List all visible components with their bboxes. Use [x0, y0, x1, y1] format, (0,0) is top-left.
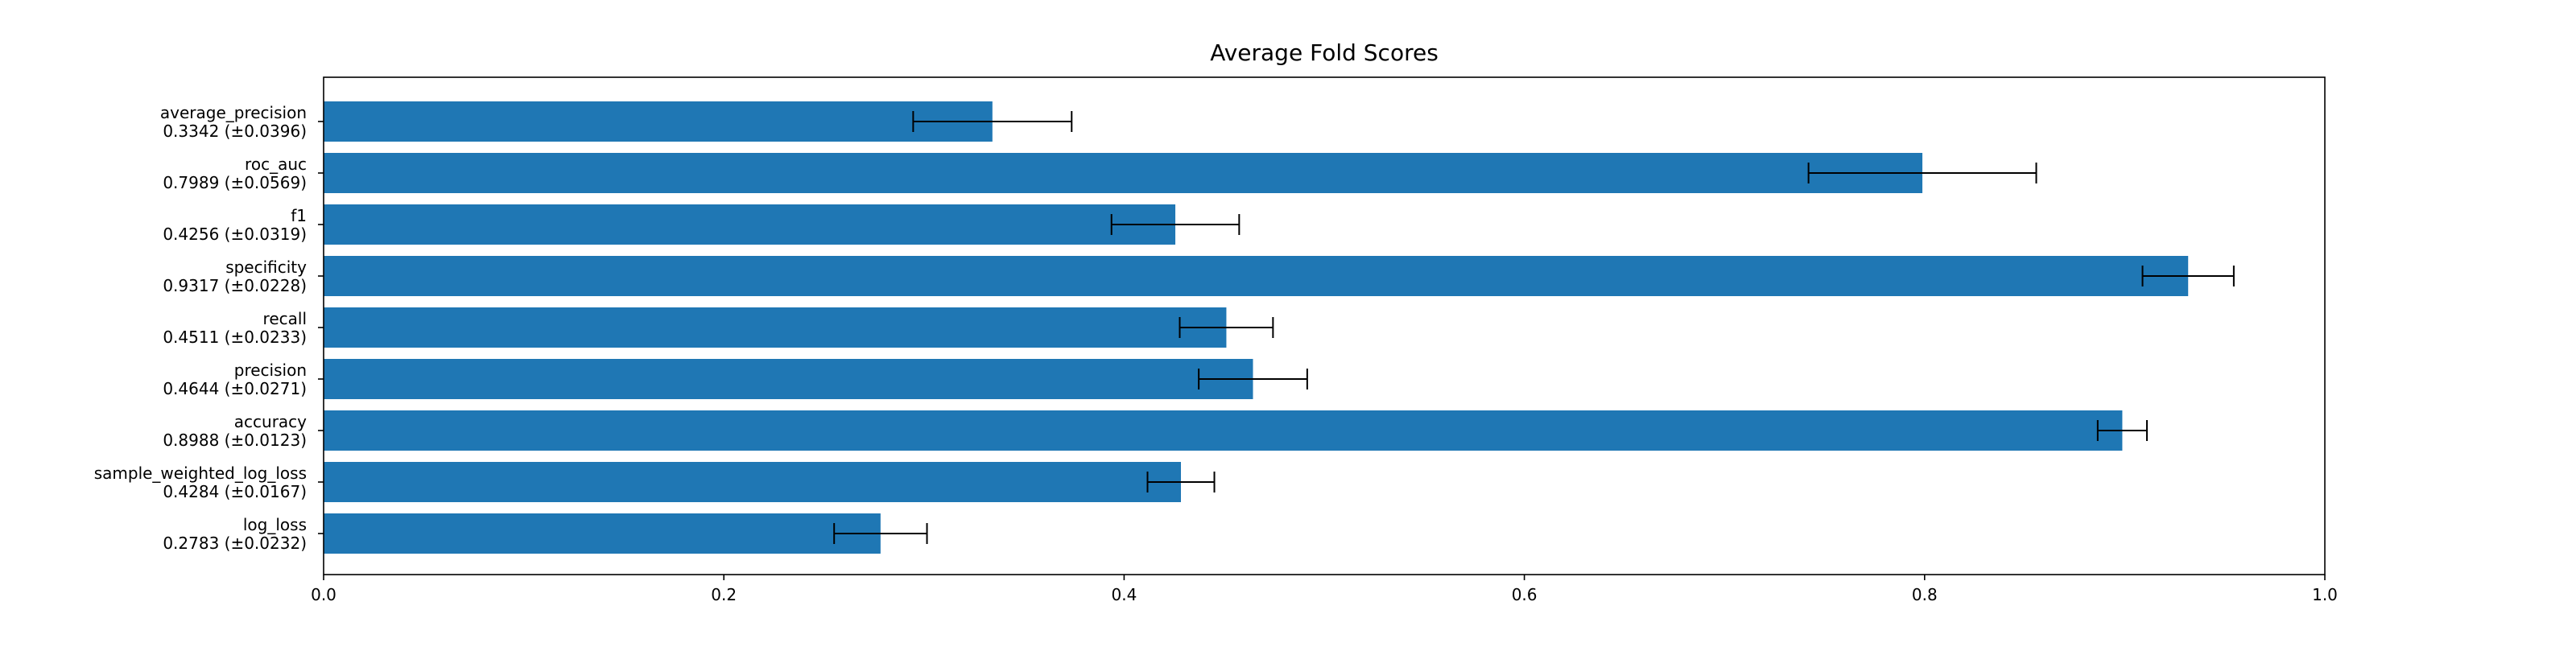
y-label-category: precision: [234, 361, 307, 380]
error-bar-sample-weighted-log-loss: [1146, 472, 1216, 492]
y-label-value: 0.2783 (±0.0232): [163, 534, 307, 553]
y-label-value: 0.9317 (±0.0228): [163, 276, 307, 295]
error-bar-roc-auc: [1807, 163, 2037, 183]
y-label-category: sample_weighted_log_loss: [94, 464, 307, 483]
y-label-value: 0.3342 (±0.0396): [163, 122, 307, 141]
y-label-value: 0.4256 (±0.0319): [163, 225, 307, 244]
error-bar-recall: [1179, 317, 1274, 338]
x-tick-label: 0.4: [1111, 585, 1137, 604]
y-label-value: 0.4644 (±0.0271): [163, 379, 307, 398]
y-label-value: 0.4511 (±0.0233): [163, 328, 307, 347]
bar-average-precision: [324, 101, 993, 142]
y-label-category: specificity: [225, 258, 307, 277]
y-label-category: log_loss: [243, 515, 307, 534]
bars-layer: [324, 101, 2189, 554]
error-bar-average-precision: [912, 111, 1073, 132]
y-label-category: average_precision: [160, 103, 307, 122]
x-tick-label: 0.2: [711, 585, 737, 604]
y-label-value: 0.7989 (±0.0569): [163, 173, 307, 192]
x-tick-label: 0.8: [1912, 585, 1938, 604]
error-bar-log-loss: [833, 523, 928, 544]
error-bar-f1: [1110, 214, 1241, 235]
bar-sample-weighted-log-loss: [324, 462, 1182, 502]
bar-recall: [324, 307, 1227, 348]
chart-title: Average Fold Scores: [1210, 39, 1439, 66]
y-label-category: recall: [263, 309, 307, 328]
y-label-category: accuracy: [234, 412, 307, 431]
error-bar-precision: [1198, 369, 1308, 389]
error-bar-accuracy: [2096, 420, 2148, 441]
bar-f1: [324, 204, 1176, 245]
error-bar-specificity: [2141, 266, 2235, 286]
y-label-category: roc_auc: [245, 155, 307, 174]
y-label-value: 0.4284 (±0.0167): [163, 482, 307, 501]
plot-area-frame: [323, 76, 2326, 575]
x-tick-label: 0.6: [1512, 585, 1538, 604]
bar-roc-auc: [324, 153, 1923, 193]
bar-specificity: [324, 256, 2189, 296]
bar-log-loss: [324, 513, 881, 554]
bar-precision: [324, 359, 1253, 399]
x-axis-ticks: 0.0 0.2 0.4 0.6 0.8 1.0: [311, 575, 2338, 604]
error-bars-layer: [833, 111, 2235, 544]
x-tick-label: 0.0: [311, 585, 336, 604]
bar-accuracy: [324, 410, 2123, 451]
y-label-category: f1: [291, 206, 307, 225]
x-tick-label: 1.0: [2312, 585, 2338, 604]
y-label-value: 0.8988 (±0.0123): [163, 431, 307, 450]
